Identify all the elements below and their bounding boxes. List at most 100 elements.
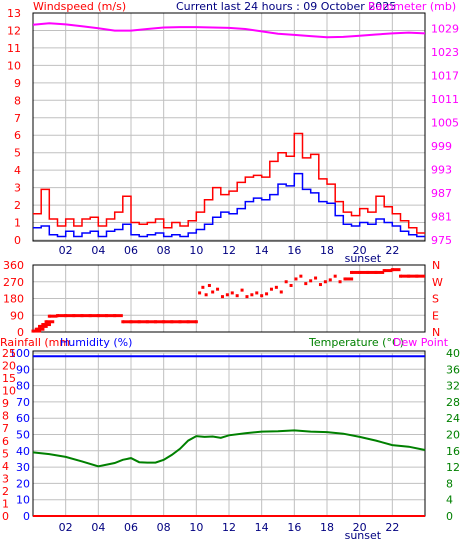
direction-degree-tick-label: 360 [3,259,24,272]
humidity-tick-label: 70 [16,396,30,409]
direction-point [289,283,293,287]
wind-hour-tick-label: 12 [222,244,236,257]
humidity-hour-tick-label: 12 [222,521,236,534]
direction-degree-tick-labels: 0 90 180 270 360 [3,259,24,339]
sunset-label-top: sunset [345,252,382,265]
wind-hour-tick-label: 08 [157,244,171,257]
direction-point [338,280,342,284]
humidity-hour-tick-label: 14 [255,521,269,534]
rainfall-tick-label: 2 [2,485,9,498]
temperature-tick-label: 32 [446,380,460,393]
direction-point [198,291,202,295]
direction-point [333,274,337,278]
direction-point [204,293,208,297]
wind-hour-tick-label: 18 [320,244,334,257]
wind-chart-frame [32,12,426,242]
rainfall-axis-title: Rainfall (mm [0,336,70,349]
temperature-tick-labels: 0 4 8 12 16 20 24 28 32 36 40 [446,347,460,523]
direction-point [279,290,283,294]
wind-hour-tick-label: 16 [287,244,301,257]
windspeed-tick-label: 3 [14,182,21,195]
humidity-tick-label: 90 [16,363,30,376]
humidity-tick-label: 20 [16,477,30,490]
windspeed-tick-label: 7 [14,112,21,125]
direction-degree-tick-label: 90 [10,309,24,322]
humidity-tick-label: 50 [16,429,30,442]
direction-compass-tick-label: W [432,276,443,289]
temperature-tick-label: 36 [446,363,460,376]
humidity-tick-label: 30 [16,461,30,474]
direction-point [194,320,198,324]
windspeed-tick-label: 12 [7,24,21,37]
humidity-temperature-series [32,355,426,517]
barometer-tick-label: 981 [431,211,452,224]
barometer-tick-label: 1011 [431,93,459,106]
rainfall-tick-label: 4 [2,460,9,473]
wind-hour-tick-label: 10 [189,244,203,257]
wind-hour-tick-labels: 02 04 06 08 10 12 14 16 18 20 22 [59,244,400,257]
wind-hour-tick-label: 22 [385,244,399,257]
temperature-tick-label: 4 [446,494,453,507]
direction-point [255,291,259,295]
direction-point [309,279,313,283]
rainfall-tick-label: 0 [2,510,9,523]
windspeed-tick-label: 4 [14,164,21,177]
rainfall-tick-label: 15 [2,372,16,385]
direction-point [220,295,224,299]
rainfall-tick-label: 20 [2,360,16,373]
rainfall-tick-label: 5 [2,447,9,460]
direction-degree-tick-label: 0 [17,326,24,339]
barometer-tick-label: 999 [431,140,452,153]
direction-point [274,285,278,289]
windspeed-tick-label: 8 [14,94,21,107]
direction-point [299,274,303,278]
direction-point [225,293,229,297]
direction-compass-tick-label: N [432,259,440,272]
direction-point [240,288,244,292]
windspeed-tick-label: 5 [14,147,21,160]
humidity-hour-tick-label: 18 [320,521,334,534]
direction-compass-tick-label: E [432,309,439,322]
humidity-axis-title: Humidity (%) [60,336,132,349]
rainfall-tick-label: 1 [2,497,9,510]
wind-hour-tick-label: 02 [59,244,73,257]
windspeed-tick-label: 0 [14,234,21,247]
temperature-tick-label: 12 [446,461,460,474]
direction-point [304,282,308,286]
rainfall-tick-label: 10 [2,385,16,398]
wind-gust-line [33,132,425,234]
windspeed-tick-label: 1 [14,217,21,230]
rainfall-tick-label: 9 [2,397,9,410]
dew-point-axis-title: Dew Point [393,336,449,349]
barometer-tick-label: 987 [431,187,452,200]
rainfall-tick-label: 25 [2,347,16,360]
wind-average-line [33,172,425,238]
direction-point [314,276,318,280]
wind-hour-tick-label: 20 [353,244,367,257]
barometer-tick-label: 1029 [431,23,459,36]
wind-series [32,22,426,238]
direction-point [284,280,288,284]
chart-title: Current last 24 hours : 09 October 2025 [176,0,396,13]
rainfall-tick-label: 3 [2,472,9,485]
humidity-hour-tick-label: 10 [189,521,203,534]
direction-point [250,293,254,297]
windspeed-axis-title: Windspeed (m/s) [33,0,126,13]
humidity-tick-labels: 0 10 20 30 40 50 60 70 80 90 100 [9,347,30,523]
temperature-axis-title: Temperature (°C) [308,336,404,349]
direction-compass-tick-label: S [432,293,439,306]
humidity-hour-tick-label: 20 [353,521,367,534]
direction-point [265,292,269,296]
barometer-axis-title: Barometer (mb) [368,0,456,13]
direction-point [294,277,298,281]
direction-point [328,278,332,282]
humidity-tick-label: 0 [23,510,30,523]
humidity-hour-tick-label: 22 [385,521,399,534]
barometer-tick-labels: 975 981 987 993 999 1005 1011 1017 1023 1029 [431,23,459,247]
windspeed-tick-label: 10 [7,59,21,72]
humidity-hour-tick-labels: 02 04 06 08 10 12 14 16 18 20 22 [59,521,400,534]
humidity-hour-tick-label: 04 [91,521,105,534]
